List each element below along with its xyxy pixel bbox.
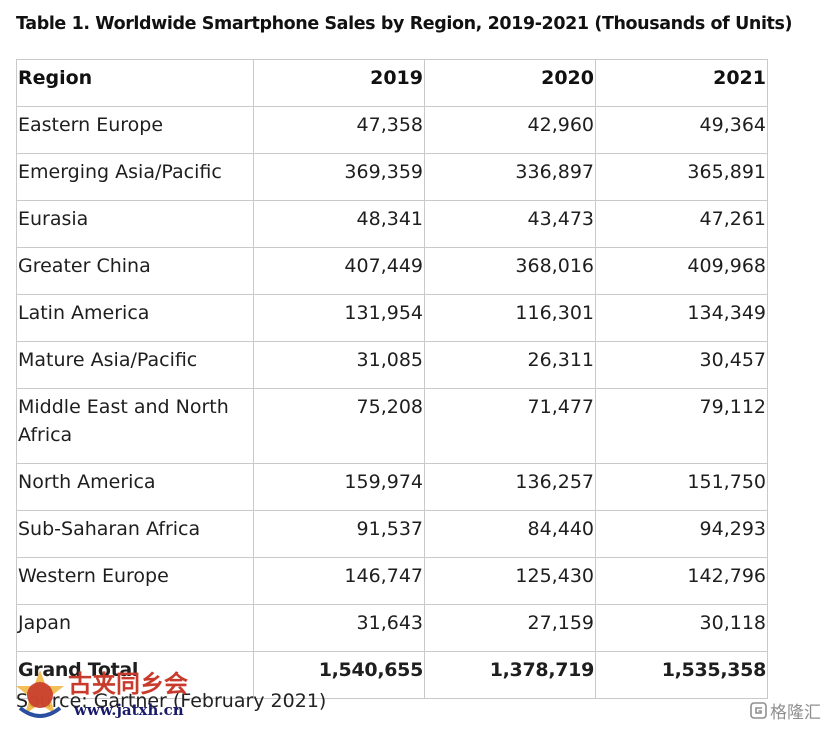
watermark-corner: 格隆汇	[750, 698, 821, 723]
value-cell-2019: 47,358	[253, 106, 425, 154]
value-cell-2020: 84,440	[424, 510, 596, 558]
region-cell: Western Europe	[16, 557, 254, 605]
region-cell: Greater China	[16, 247, 254, 295]
value-cell-2020: 42,960	[424, 106, 596, 154]
value-cell-2021: 49,364	[595, 106, 768, 154]
column-header-region: Region	[16, 59, 254, 107]
column-header-2020: 2020	[424, 59, 596, 107]
grand-total-2020: 1,378,719	[424, 651, 596, 699]
value-cell-2021: 134,349	[595, 294, 768, 342]
table-row: Japan 31,643 27,159 30,118	[16, 604, 768, 652]
region-cell: Emerging Asia/Pacific	[16, 153, 254, 201]
value-cell-2020: 43,473	[424, 200, 596, 248]
watermark-site-name: 古夹同乡会	[68, 669, 188, 698]
value-cell-2020: 71,477	[424, 388, 596, 464]
grand-total-row: Grand Total 1,540,655 1,378,719 1,535,35…	[16, 651, 768, 699]
region-cell: Eastern Europe	[16, 106, 254, 154]
value-cell-2019: 159,974	[253, 463, 425, 511]
value-cell-2020: 125,430	[424, 557, 596, 605]
table-header-row: Region 2019 2020 2021	[16, 59, 768, 107]
table-row: North America 159,974 136,257 151,750	[16, 463, 768, 511]
region-cell: Mature Asia/Pacific	[16, 341, 254, 389]
region-cell: Sub-Saharan Africa	[16, 510, 254, 558]
value-cell-2019: 146,747	[253, 557, 425, 605]
value-cell-2019: 131,954	[253, 294, 425, 342]
sales-table: Region 2019 2020 2021 Eastern Europe 47,…	[16, 59, 768, 699]
table-title: Table 1. Worldwide Smartphone Sales by R…	[16, 14, 793, 34]
value-cell-2020: 26,311	[424, 341, 596, 389]
table-row: Eastern Europe 47,358 42,960 49,364	[16, 106, 768, 154]
value-cell-2021: 30,118	[595, 604, 768, 652]
value-cell-2019: 369,359	[253, 153, 425, 201]
region-cell: Middle East and North Africa	[16, 388, 254, 464]
source-note: Source: Gartner (February 2021)	[16, 690, 327, 712]
grand-total-2021: 1,535,358	[595, 651, 768, 699]
value-cell-2019: 31,085	[253, 341, 425, 389]
table-row: Middle East and North Africa 75,208 71,4…	[16, 388, 768, 464]
gelonghui-logo-icon	[750, 702, 767, 719]
value-cell-2019: 407,449	[253, 247, 425, 295]
value-cell-2021: 409,968	[595, 247, 768, 295]
watermark-logo-icon	[16, 670, 64, 718]
table-row: Western Europe 146,747 125,430 142,796	[16, 557, 768, 605]
table-row: Greater China 407,449 368,016 409,968	[16, 247, 768, 295]
value-cell-2020: 27,159	[424, 604, 596, 652]
value-cell-2021: 151,750	[595, 463, 768, 511]
value-cell-2020: 136,257	[424, 463, 596, 511]
value-cell-2021: 79,112	[595, 388, 768, 464]
table-row: Sub-Saharan Africa 91,537 84,440 94,293	[16, 510, 768, 558]
value-cell-2019: 31,643	[253, 604, 425, 652]
value-cell-2019: 75,208	[253, 388, 425, 464]
region-cell: Eurasia	[16, 200, 254, 248]
value-cell-2020: 116,301	[424, 294, 596, 342]
table-row: Eurasia 48,341 43,473 47,261	[16, 200, 768, 248]
watermark-url: www.jatxh.cn	[74, 701, 184, 719]
value-cell-2020: 368,016	[424, 247, 596, 295]
value-cell-2019: 48,341	[253, 200, 425, 248]
region-cell: North America	[16, 463, 254, 511]
table-row: Latin America 131,954 116,301 134,349	[16, 294, 768, 342]
table-row: Mature Asia/Pacific 31,085 26,311 30,457	[16, 341, 768, 389]
value-cell-2019: 91,537	[253, 510, 425, 558]
watermark-corner-text: 格隆汇	[770, 703, 821, 723]
value-cell-2021: 47,261	[595, 200, 768, 248]
value-cell-2021: 142,796	[595, 557, 768, 605]
column-header-2019: 2019	[253, 59, 425, 107]
grand-total-2019: 1,540,655	[253, 651, 425, 699]
column-header-2021: 2021	[595, 59, 768, 107]
value-cell-2021: 30,457	[595, 341, 768, 389]
table-row: Emerging Asia/Pacific 369,359 336,897 36…	[16, 153, 768, 201]
value-cell-2021: 365,891	[595, 153, 768, 201]
region-cell: Latin America	[16, 294, 254, 342]
value-cell-2021: 94,293	[595, 510, 768, 558]
value-cell-2020: 336,897	[424, 153, 596, 201]
region-cell: Japan	[16, 604, 254, 652]
